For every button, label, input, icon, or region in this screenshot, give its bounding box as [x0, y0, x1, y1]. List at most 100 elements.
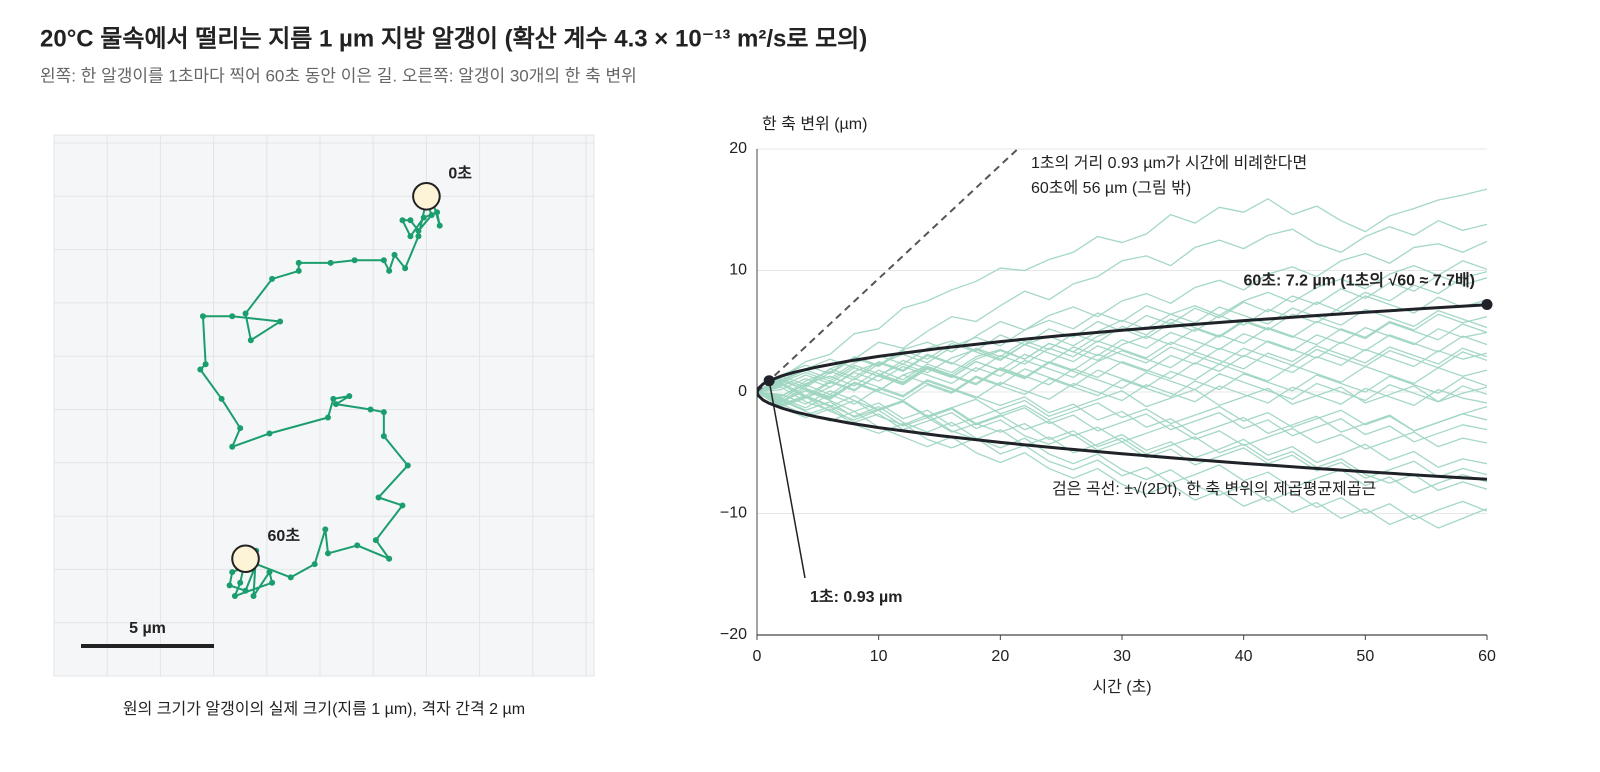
- trajectory-point: [367, 406, 374, 413]
- trajectory-point: [380, 433, 387, 440]
- walk-line: [757, 380, 1487, 409]
- walk-line: [757, 385, 1487, 427]
- walk-line: [757, 345, 1487, 399]
- particle: [231, 544, 260, 574]
- walk-line: [757, 391, 1487, 492]
- trajectory-point: [287, 574, 294, 581]
- trajectory-point: [346, 393, 353, 400]
- trajectory-point: [226, 582, 233, 589]
- trajectory-point: [229, 443, 236, 450]
- walk-line: [757, 318, 1487, 393]
- key-point: [763, 375, 775, 387]
- walk-line: [757, 391, 1487, 529]
- trajectory-point: [231, 593, 238, 600]
- walk-line: [757, 274, 1487, 393]
- leader-line: [768, 380, 806, 579]
- trajectory-point: [295, 259, 302, 266]
- walk-line: [757, 240, 1487, 393]
- particle: [412, 181, 441, 211]
- annotation: 검은 곡선: ±√(2Dt), 한 축 변위의 제곱평균제곱근: [1052, 480, 1376, 498]
- point-label: 60초: 7.2 µm (1초의 √60 ≈ 7.7배): [1243, 272, 1475, 290]
- walk-line: [757, 348, 1487, 393]
- trajectory-point: [372, 537, 379, 544]
- trajectory-point: [375, 494, 382, 501]
- trajectory-point: [266, 569, 273, 576]
- walk-line: [757, 271, 1487, 399]
- annotation: 60초에 56 µm (그림 밖): [1031, 179, 1191, 197]
- trajectory-point: [354, 542, 361, 549]
- point-label: 1초: 0.93 µm: [810, 588, 902, 606]
- x-tick-label: 20: [991, 648, 1009, 665]
- walk-line: [757, 188, 1487, 393]
- x-tick-label: 60: [1478, 648, 1496, 665]
- walk-line: [757, 326, 1487, 393]
- trajectory-point: [407, 233, 414, 240]
- trajectory-point: [330, 395, 337, 402]
- trajectory-point: [434, 209, 441, 216]
- trajectory-point: [277, 318, 284, 325]
- trajectory-point: [229, 313, 236, 320]
- x-tick-label: 0: [753, 648, 762, 665]
- annotation: 1초의 거리 0.93 µm가 시간에 비례한다면: [1031, 154, 1307, 172]
- y-tick-label: 10: [729, 262, 747, 279]
- key-point: [1481, 299, 1493, 311]
- y-tick-label: −10: [720, 505, 747, 522]
- walk-line: [757, 342, 1487, 393]
- walk-line: [757, 386, 1487, 468]
- trajectory-point: [415, 233, 422, 240]
- x-axis-label: 시간 (초): [1092, 678, 1151, 696]
- trajectory-point: [386, 267, 393, 274]
- trajectory-point: [407, 217, 414, 224]
- trajectory-point: [197, 366, 204, 373]
- walk-line: [757, 390, 1487, 443]
- rms-curve-lower: [757, 391, 1487, 481]
- y-tick-label: −20: [720, 626, 747, 643]
- trajectory-point: [386, 555, 393, 562]
- trajectory-point: [402, 265, 409, 272]
- trajectory-point: [399, 217, 406, 224]
- trajectory-point: [404, 462, 411, 469]
- walk-line: [757, 373, 1487, 402]
- walk-line: [757, 313, 1487, 393]
- trajectory-point: [269, 579, 276, 586]
- trajectory-point: [351, 257, 358, 264]
- walk-line: [757, 334, 1487, 408]
- trajectory-point: [237, 425, 244, 432]
- trajectory-point: [242, 310, 249, 317]
- walk-line: [757, 391, 1487, 479]
- trajectory-point: [229, 569, 236, 576]
- trajectory-point: [324, 550, 331, 557]
- end-label: 60초: [268, 527, 301, 545]
- start-label: 0초: [448, 165, 472, 183]
- y-axis-label: 한 축 변위 (µm): [762, 115, 867, 133]
- title: 20°C 물속에서 떨리는 지름 1 µm 지방 알갱이 (확산 계수 4.3 …: [40, 25, 867, 52]
- scale-bar-label: 5 µm: [129, 620, 166, 637]
- y-tick-label: 0: [738, 383, 747, 400]
- trajectory-point: [199, 313, 206, 320]
- subtitle: 왼쪽: 한 알갱이를 1초마다 찍어 60초 동안 이은 길. 오른쪽: 알갱이…: [40, 66, 637, 85]
- trajectory-point: [324, 414, 331, 421]
- walk-line: [757, 220, 1487, 403]
- x-tick-label: 40: [1235, 648, 1253, 665]
- trajectory-point: [242, 587, 249, 594]
- trajectory-point: [436, 222, 443, 229]
- trajectory-point: [269, 275, 276, 282]
- x-tick-label: 30: [1113, 648, 1131, 665]
- trajectory-point: [247, 337, 254, 344]
- walk-line: [757, 381, 1487, 521]
- x-tick-label: 50: [1356, 648, 1374, 665]
- y-tick-label: 20: [729, 140, 747, 157]
- trajectory-point: [295, 267, 302, 274]
- walk-line: [757, 305, 1487, 398]
- caption: 원의 크기가 알갱이의 실제 크기(지름 1 µm), 격자 간격 2 µm: [123, 700, 525, 718]
- trajectory-point: [322, 526, 329, 533]
- trajectory-point: [218, 395, 225, 402]
- trajectory-point: [380, 257, 387, 264]
- walk-line: [757, 391, 1487, 494]
- trajectory-point: [250, 593, 257, 600]
- trajectory-point: [327, 259, 334, 266]
- trajectory-point: [237, 579, 244, 586]
- trajectory-point: [415, 227, 422, 234]
